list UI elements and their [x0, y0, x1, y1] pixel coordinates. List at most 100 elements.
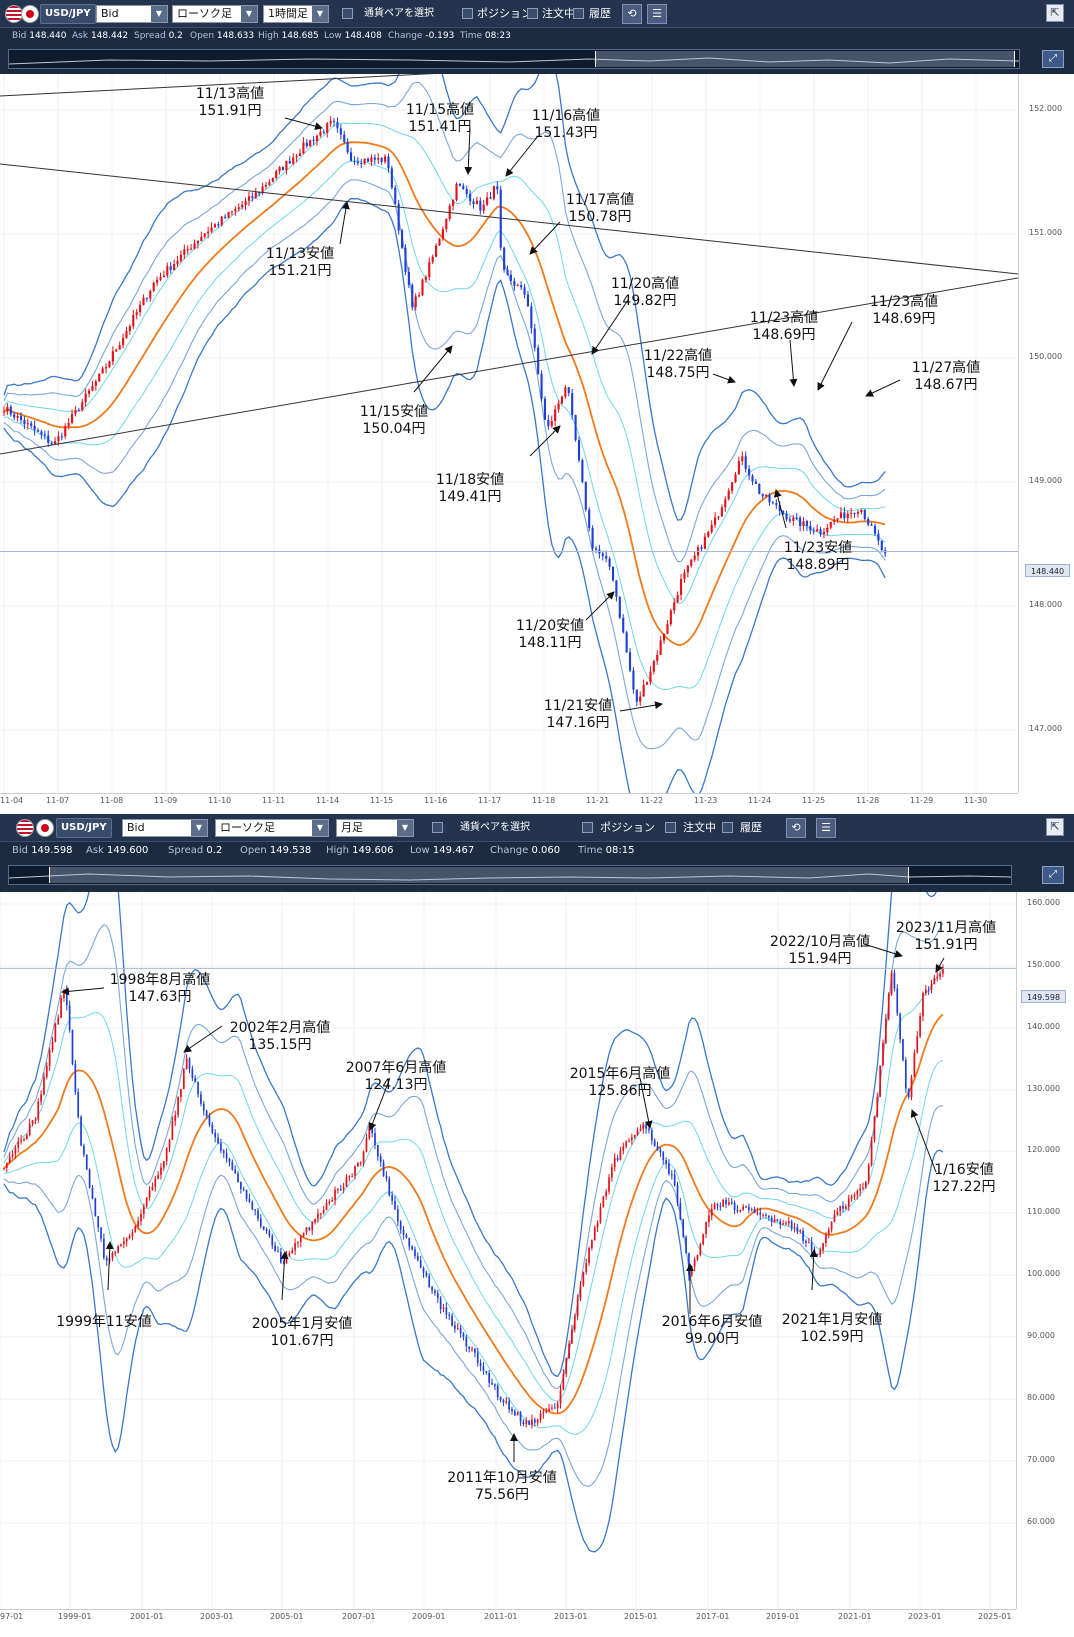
candle — [339, 1184, 342, 1192]
candle — [865, 1180, 867, 1189]
candle — [40, 429, 43, 440]
candle — [282, 1259, 285, 1265]
annotation-label: 2005年1月安値 — [252, 1316, 353, 1332]
candle — [907, 1088, 910, 1100]
candle — [254, 187, 257, 199]
candle — [311, 1221, 314, 1235]
candle — [716, 1203, 719, 1211]
history-checkbox[interactable] — [722, 822, 733, 833]
candle — [224, 214, 227, 220]
annotation-value: 151.41円 — [409, 119, 472, 135]
price-type-select[interactable]: Bid ▼ — [96, 5, 168, 23]
candle — [128, 324, 131, 335]
expand-icon[interactable]: ⤢ — [1042, 50, 1064, 68]
navigator-window[interactable] — [595, 51, 1015, 67]
settings-panel-icon[interactable]: ☰ — [647, 4, 667, 24]
time-field: Time 08:23 — [460, 31, 511, 41]
navigator-track[interactable] — [8, 865, 1012, 885]
candle — [591, 1239, 593, 1251]
candle — [870, 1136, 873, 1167]
annotation-label: 1999年11安値 — [56, 1314, 151, 1330]
candle — [682, 1218, 685, 1238]
candle — [554, 405, 557, 427]
candle — [396, 1205, 399, 1227]
candle — [588, 507, 591, 532]
bid-field: Bid 148.440 — [12, 31, 67, 41]
candle — [611, 566, 615, 582]
x-tick-label: 11-30 — [964, 796, 988, 805]
candle — [191, 1065, 194, 1082]
candle — [231, 1159, 234, 1171]
refresh-icon[interactable]: ⟲ — [622, 4, 642, 24]
position-checkbox[interactable] — [582, 822, 593, 833]
candle — [197, 1081, 199, 1098]
candle — [843, 507, 846, 522]
candle — [725, 1197, 727, 1208]
candle — [411, 283, 414, 311]
bollinger-lower-3sigma — [3, 1149, 944, 1553]
chart-type-select[interactable]: ローソク足 ▼ — [215, 819, 329, 837]
candle — [28, 1118, 31, 1137]
candle — [666, 620, 669, 635]
candle — [441, 226, 444, 241]
candle — [662, 633, 666, 644]
history-checkbox[interactable] — [573, 8, 584, 19]
candle — [773, 1214, 776, 1223]
candle — [135, 308, 138, 320]
position-label: ポジション — [600, 821, 655, 834]
orders-checkbox[interactable] — [527, 8, 538, 19]
annotation-arrow — [529, 425, 561, 457]
expand-icon[interactable]: ⤢ — [1042, 866, 1064, 884]
detach-window-icon[interactable]: ⇱ — [1046, 4, 1064, 22]
candle — [217, 221, 220, 228]
candle — [274, 1241, 276, 1252]
annotation-arrow — [61, 987, 105, 996]
position-checkbox[interactable] — [462, 8, 473, 19]
refresh-icon[interactable]: ⟲ — [786, 818, 806, 838]
chart-type-select[interactable]: ローソク足 ▼ — [172, 5, 258, 23]
settings-panel-icon[interactable]: ☰ — [816, 818, 836, 838]
candle — [261, 182, 264, 195]
candle — [404, 244, 407, 276]
currency-pair-button[interactable]: USD/JPY — [40, 4, 96, 24]
candle — [494, 1383, 496, 1391]
price-type-select[interactable]: Bid ▼ — [122, 819, 208, 837]
candle — [581, 458, 584, 484]
timeframe-select[interactable]: 月足 ▼ — [336, 819, 414, 837]
candle — [618, 596, 621, 620]
annotation-value: 75.56円 — [475, 1487, 529, 1503]
navigator-track[interactable] — [8, 49, 1020, 69]
orders-checkbox[interactable] — [665, 822, 676, 833]
candle — [237, 203, 240, 212]
chevron-down-icon: ▼ — [191, 820, 207, 836]
x-tick-label: 11-09 — [154, 796, 178, 805]
spread-field: Spread 0.2 — [168, 845, 223, 856]
navigator-window[interactable] — [49, 867, 909, 883]
annotation-value: 148.75円 — [647, 365, 710, 381]
candle — [605, 550, 608, 563]
candle — [208, 1113, 211, 1127]
candle — [762, 1213, 764, 1218]
pair-select-checkbox[interactable] — [342, 8, 353, 19]
pair-select-checkbox[interactable] — [432, 822, 443, 833]
candle — [314, 1218, 316, 1225]
candle — [251, 192, 254, 202]
candle — [334, 1186, 336, 1206]
candle — [234, 206, 237, 216]
candle — [390, 165, 393, 190]
candle — [227, 211, 230, 219]
candle — [639, 691, 642, 706]
bollinger-lower-2sigma — [3, 179, 886, 750]
candle — [40, 1090, 42, 1106]
timeframe-select[interactable]: 1時間足 ▼ — [263, 5, 329, 23]
pair-select-label[interactable]: 通貨ペアを選択 — [460, 822, 530, 833]
candle — [80, 1115, 82, 1147]
detach-window-icon[interactable]: ⇱ — [1046, 818, 1064, 836]
pair-select-label[interactable]: 通貨ペアを選択 — [364, 8, 434, 19]
candle — [842, 1201, 844, 1213]
candle — [796, 1223, 799, 1235]
candle — [645, 1123, 647, 1134]
candle — [904, 1056, 907, 1093]
currency-pair-button[interactable]: USD/JPY — [56, 818, 112, 838]
